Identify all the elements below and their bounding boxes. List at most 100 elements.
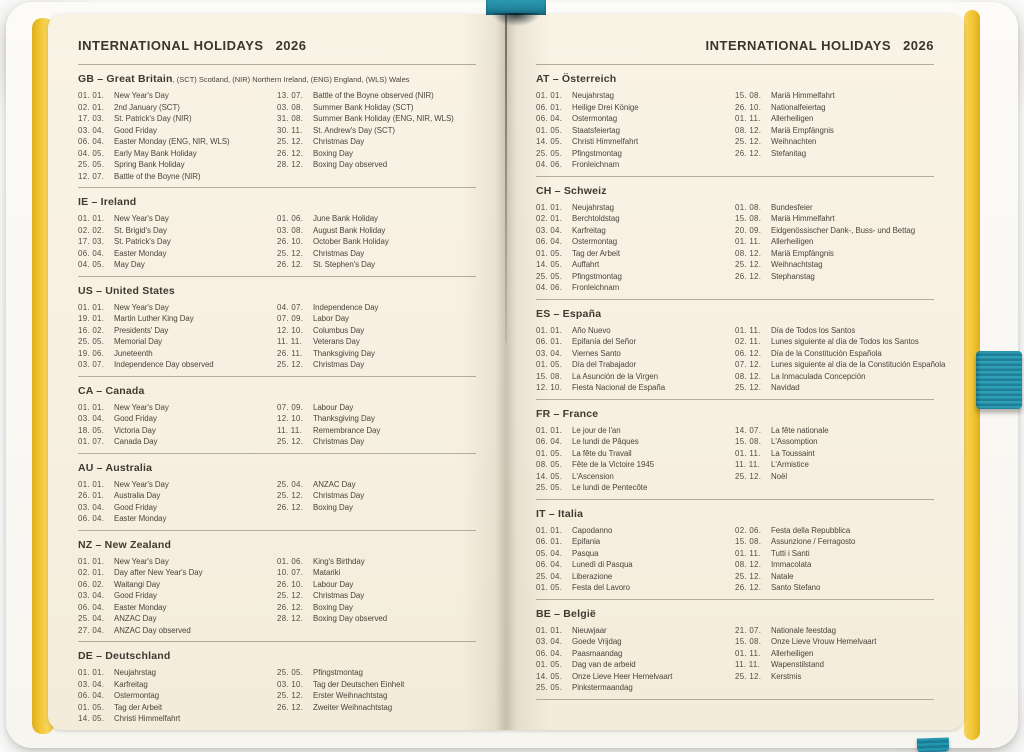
holiday-name: Ostermontag	[114, 691, 160, 700]
holiday-name: Mariä Himmelfahrt	[771, 91, 835, 100]
holiday-name: Labour Day	[313, 402, 354, 412]
holiday-date: 25. 05.	[78, 160, 105, 169]
holiday-date: 03. 04.	[78, 679, 105, 689]
country-section: CA – Canada 01. 01. New Year's Day 03. 04. G…	[78, 377, 476, 454]
holiday-date: 06. 04.	[536, 560, 563, 569]
holiday-date: 12. 10.	[536, 383, 563, 392]
holiday-name: Berchtoldstag	[572, 214, 620, 223]
holiday-date: 01. 05.	[536, 660, 563, 669]
page-year: 2026	[903, 38, 934, 53]
holiday-name: Le jour de l'an	[572, 425, 621, 435]
holiday-date: 06. 01.	[536, 337, 563, 346]
holiday-date: 06. 01.	[536, 537, 563, 546]
holiday-name: Boxing Day observed	[313, 614, 388, 623]
holiday-row: 12. 10. Thanksgiving Day	[277, 413, 476, 425]
section-columns: 01. 01. Año Nuevo 06. 01. Epifanía del Seño…	[536, 325, 945, 394]
holiday-name: Christmas Day	[313, 591, 365, 600]
holiday-row: 06. 04. Ostermontag	[536, 113, 735, 125]
holiday-row: 02. 01. Day after New Year's Day	[78, 567, 277, 579]
section-columns: 01. 01. Neujahrstag 02. 01. Berchtoldstag 03…	[536, 202, 934, 294]
holiday-row: 03. 04. Good Friday	[78, 413, 277, 425]
holiday-name: Liberazione	[572, 571, 613, 581]
holiday-name: Tag der Deutschen Einheit	[313, 679, 405, 689]
holiday-date: 01. 07.	[78, 437, 105, 446]
holiday-name: Mariä Empfängnis	[771, 248, 834, 258]
holiday-date: 01. 08.	[735, 202, 762, 212]
page-year: 2026	[275, 38, 307, 53]
holiday-name: Spring Bank Holiday	[114, 160, 185, 169]
holiday-name: Eidgenössischer Dank-, Buss- und Bettag	[771, 225, 916, 235]
holiday-date: 21. 07.	[735, 625, 762, 635]
holiday-column: 01. 01. Año Nuevo 06. 01. Epifanía del Seño…	[536, 325, 735, 394]
holiday-row: 25. 12. Weihnachtstag	[735, 259, 934, 271]
holiday-date: 01. 05.	[536, 248, 563, 258]
holiday-date: 14. 05.	[536, 471, 563, 481]
holiday-name: Neujahrstag	[114, 668, 156, 677]
holiday-row: 25. 12. Natale	[735, 571, 934, 583]
holiday-date: 11. 11.	[735, 460, 761, 469]
holiday-row: 01. 05. Dag van de arbeid	[536, 659, 735, 671]
holiday-name: La Asunción de la Virgen	[572, 371, 658, 381]
holiday-row: 13. 07. Battle of the Boyne observed (NIR…	[277, 90, 476, 102]
holiday-row: 03. 10. Tag der Deutschen Einheit	[277, 679, 476, 691]
holiday-date: 04. 05.	[78, 148, 105, 158]
holiday-date: 25. 12.	[277, 137, 304, 146]
holiday-date: 07. 09.	[277, 402, 304, 412]
holiday-name: Noël	[771, 471, 788, 481]
holiday-row: 25. 12. Christmas Day	[277, 248, 476, 260]
holiday-name: New Year's Day	[114, 479, 169, 489]
holiday-date: 08. 12.	[735, 125, 762, 135]
holiday-name: Allerheiligen	[771, 237, 814, 246]
holiday-column: 25. 04. ANZAC Day 25. 12. Christmas Day 26. …	[277, 479, 476, 525]
holiday-row: 07. 09. Labour Day	[277, 402, 476, 414]
country-section: US – United States 01. 01. New Year's Day 1…	[78, 277, 476, 377]
holiday-name: Good Friday	[114, 414, 157, 423]
sections-left: GB – Great Britain, (SCT) Scotland, (NIR…	[78, 65, 476, 730]
holiday-row: 16. 02. Presidents' Day	[78, 325, 277, 337]
holiday-row: 19. 06. Juneteenth	[78, 348, 277, 360]
holiday-row: 21. 07. Nationale feestdag	[735, 625, 934, 637]
holiday-date: 04. 05.	[78, 260, 105, 269]
country-code-label: AT – Österreich	[536, 73, 617, 85]
section-columns: 01. 01. Neujahrstag 06. 01. Heilige Drei Kö…	[536, 90, 934, 171]
holiday-name: Tutti i Santi	[771, 548, 810, 558]
holiday-row: 12. 07. Battle of the Boyne (NIR)	[78, 171, 277, 183]
holiday-name: Independence Day observed	[114, 360, 214, 369]
holiday-row: 04. 07. Independence Day	[277, 302, 476, 314]
holiday-row: 20. 09. Eidgenössischer Dank-, Buss- und …	[735, 225, 934, 237]
holiday-name: Le lundi de Pâques	[572, 437, 639, 446]
holiday-column: 02. 06. Festa della Repubblica 15. 08. Assu…	[735, 525, 934, 594]
holiday-name: La Toussaint	[771, 448, 815, 458]
holiday-date: 01. 01.	[78, 214, 105, 223]
country-code-label: AU – Australia	[78, 461, 153, 474]
country-code-label: CA – Canada	[78, 384, 145, 397]
holiday-row: 26. 12. Stephanstag	[735, 271, 934, 283]
section-columns: 01. 01. New Year's Day 02. 02. St. Brigid's…	[78, 213, 476, 271]
holiday-name: May Day	[114, 260, 145, 269]
holiday-name: October Bank Holiday	[313, 237, 389, 246]
holiday-date: 15. 08.	[536, 371, 563, 381]
section-columns: 01. 01. New Year's Day 02. 01. Day after Ne…	[78, 556, 476, 637]
section-heading: BE – België	[536, 608, 934, 620]
holiday-date: 01. 11.	[735, 548, 761, 558]
holiday-name: Pfingstmontag	[572, 148, 622, 158]
country-section: IE – Ireland 01. 01. New Year's Day 02. 02.…	[78, 188, 476, 277]
holiday-name: Thanksgiving Day	[313, 348, 375, 358]
holiday-row: 01. 11. Allerheiligen	[735, 113, 934, 125]
holiday-name: Paasmaandag	[572, 648, 623, 658]
holiday-date: 25. 12.	[277, 248, 304, 258]
holiday-date: 01. 01.	[536, 425, 563, 435]
holiday-name: Boxing Day	[313, 148, 353, 158]
holiday-date: 25. 12.	[735, 671, 762, 681]
section-columns: 01. 01. Neujahrstag 03. 04. Karfreitag 06. 0…	[78, 667, 476, 725]
holiday-date: 14. 05.	[536, 260, 563, 269]
holiday-date: 06. 04.	[78, 137, 105, 146]
holiday-row: 06. 01. Epifanía del Señor	[536, 336, 735, 348]
holiday-date: 03. 04.	[536, 637, 563, 646]
holiday-name: Memorial Day	[114, 337, 163, 346]
holiday-name: Boxing Day observed	[313, 160, 388, 169]
page-title: INTERNATIONAL HOLIDAYS	[705, 38, 892, 53]
holiday-column: 01. 11. Día de Todos los Santos 02. 11. Lun…	[735, 325, 945, 394]
holiday-date: 17. 03.	[78, 237, 105, 246]
holiday-date: 31. 08.	[277, 114, 304, 123]
